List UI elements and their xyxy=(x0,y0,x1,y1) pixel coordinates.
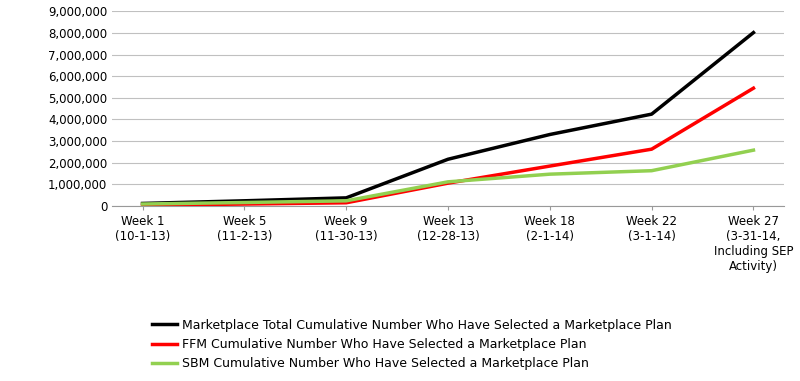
Legend: Marketplace Total Cumulative Number Who Have Selected a Marketplace Plan, FFM Cu: Marketplace Total Cumulative Number Who … xyxy=(152,319,672,370)
